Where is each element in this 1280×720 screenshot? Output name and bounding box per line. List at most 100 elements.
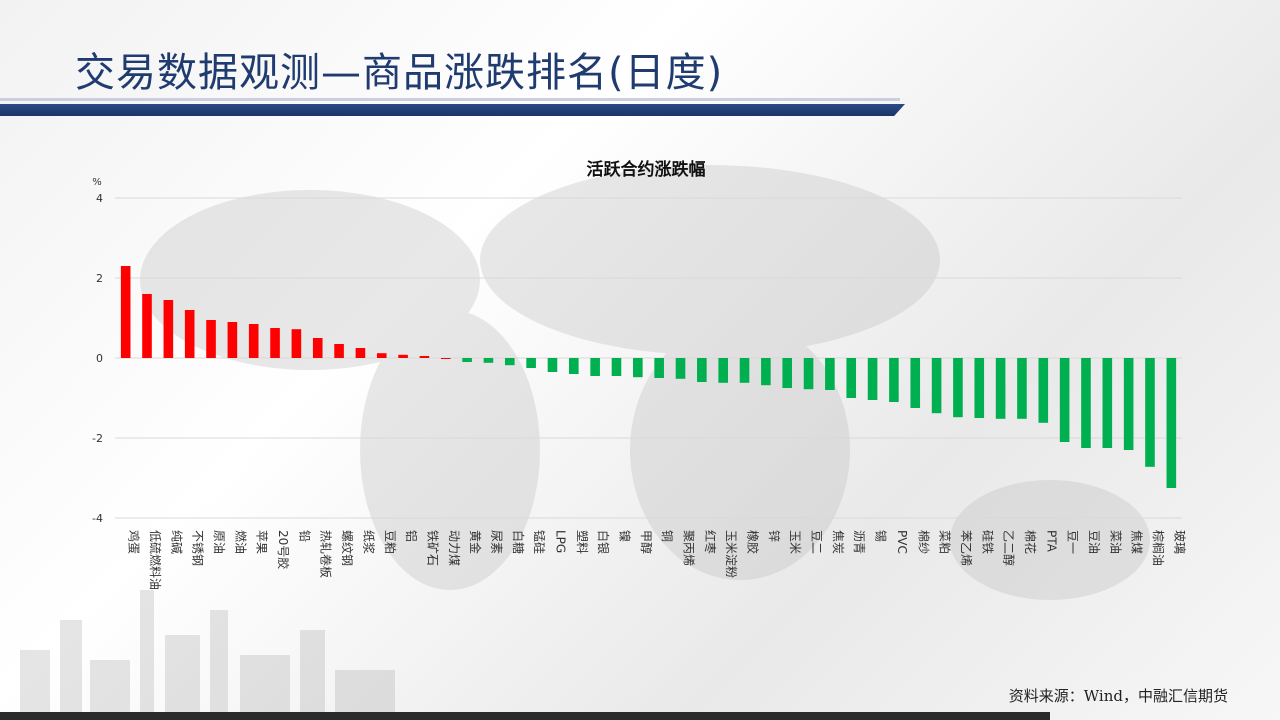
x-category-label: 不锈钢 xyxy=(191,530,205,566)
x-category-label: 豆粕 xyxy=(383,530,398,554)
bar xyxy=(739,358,750,383)
bar xyxy=(1102,358,1113,448)
bar xyxy=(142,294,152,358)
x-category-label: 铝 xyxy=(404,530,419,542)
x-category-label: 铅 xyxy=(297,530,311,542)
y-axis-ticks: 4 2 0 -2 -4 xyxy=(92,192,103,525)
x-category-label: 燃油 xyxy=(233,530,248,554)
bottom-frame-bar xyxy=(0,712,1050,720)
bar xyxy=(718,358,728,383)
bar xyxy=(376,353,387,358)
x-category-label: 低硫燃料油 xyxy=(148,530,163,590)
bar xyxy=(291,329,302,358)
x-category-label: 硅铁 xyxy=(980,530,994,554)
x-category-label: 热轧卷板 xyxy=(319,530,334,578)
x-category-label: 苹果 xyxy=(255,530,269,554)
bar xyxy=(803,358,814,390)
x-category-label: 红枣 xyxy=(703,530,718,554)
bar xyxy=(1059,358,1070,442)
x-category-label: 塑料 xyxy=(575,530,590,554)
bar xyxy=(590,358,600,376)
bar xyxy=(931,358,942,414)
bar xyxy=(248,324,259,358)
x-category-label: 菜粕 xyxy=(938,530,953,554)
y-tick-label: -2 xyxy=(92,432,103,445)
x-category-label: 铁矿石 xyxy=(425,530,439,566)
x-category-label: 乙二醇 xyxy=(1002,530,1017,566)
source-note: 资料来源：Wind，中融汇信期货 xyxy=(1008,687,1228,705)
x-category-label: 甲醇 xyxy=(639,530,654,554)
bar xyxy=(910,358,921,408)
x-category-label: 棉花 xyxy=(1023,530,1038,554)
bar xyxy=(1123,358,1134,450)
bar xyxy=(953,358,963,418)
bar xyxy=(120,266,131,358)
x-category-label: PTA xyxy=(1044,530,1058,553)
bar xyxy=(1081,358,1091,448)
bars xyxy=(120,266,1177,488)
bar xyxy=(825,358,835,390)
x-category-label: 纯碱 xyxy=(169,530,183,554)
bar xyxy=(675,358,686,379)
x-category-label: 棉纱 xyxy=(916,530,930,554)
x-category-label: 铜 xyxy=(660,530,675,542)
x-category-label: 黄金 xyxy=(468,530,483,554)
x-category-label: 玉米淀粉 xyxy=(724,530,738,578)
bar xyxy=(270,328,280,358)
bar xyxy=(227,322,238,358)
title-underline-bar xyxy=(0,104,905,116)
x-category-label: 尿素 xyxy=(489,530,503,554)
bar xyxy=(761,358,771,386)
x-category-label: 豆二 xyxy=(810,530,824,554)
x-category-label: 苯乙烯 xyxy=(959,530,973,566)
x-category-label: 橡胶 xyxy=(746,530,761,554)
x-category-label: 棕榈油 xyxy=(1151,530,1166,566)
bar xyxy=(1145,358,1155,467)
x-category-label: 豆一 xyxy=(1066,530,1080,554)
bar xyxy=(633,358,643,378)
x-category-label: 豆油 xyxy=(1087,530,1101,554)
x-category-label: 焦煤 xyxy=(1130,530,1144,554)
bar xyxy=(440,358,451,359)
x-category-label: 白银 xyxy=(596,530,611,554)
x-category-label: 镍 xyxy=(617,530,631,542)
bar xyxy=(974,358,985,418)
bar xyxy=(654,358,664,378)
x-category-label: 螺纹钢 xyxy=(340,530,354,566)
y-tick-label: 4 xyxy=(96,192,103,205)
x-category-label: 动力煤 xyxy=(447,530,461,566)
x-category-label: 原油 xyxy=(212,530,226,554)
x-category-label: 白糖 xyxy=(511,530,526,554)
bar xyxy=(1166,358,1177,488)
y-axis-unit-label: % xyxy=(92,177,102,188)
x-category-label: 菜油 xyxy=(1108,530,1122,554)
y-tick-label: -4 xyxy=(92,512,103,525)
x-category-label: 玉米 xyxy=(788,530,802,554)
x-category-label: PVC xyxy=(895,530,909,554)
bar xyxy=(355,348,366,358)
page-title: 交易数据观测—商品涨跌排名(日度) xyxy=(75,50,724,96)
x-category-label: 鸡蛋 xyxy=(127,530,142,554)
bar xyxy=(334,344,344,358)
x-category-label: 玻璃 xyxy=(1172,530,1186,554)
bar xyxy=(697,358,707,382)
x-category-label: LPG xyxy=(553,530,567,553)
bar xyxy=(867,358,878,400)
bar xyxy=(995,358,1006,419)
bar xyxy=(526,358,536,368)
bar xyxy=(547,358,558,372)
bar xyxy=(1038,358,1049,423)
x-category-label: 纸浆 xyxy=(361,530,376,554)
x-category-label: 20号胶 xyxy=(276,530,291,569)
y-tick-label: 2 xyxy=(96,272,103,285)
chart-title: 活跃合约涨跌幅 xyxy=(587,159,706,180)
bar xyxy=(569,358,579,374)
bar xyxy=(483,358,494,363)
bar xyxy=(184,310,195,358)
bar xyxy=(206,320,216,358)
title-underline-thin xyxy=(0,98,900,101)
bar xyxy=(846,358,857,398)
bar xyxy=(419,356,430,358)
bar xyxy=(782,358,793,388)
